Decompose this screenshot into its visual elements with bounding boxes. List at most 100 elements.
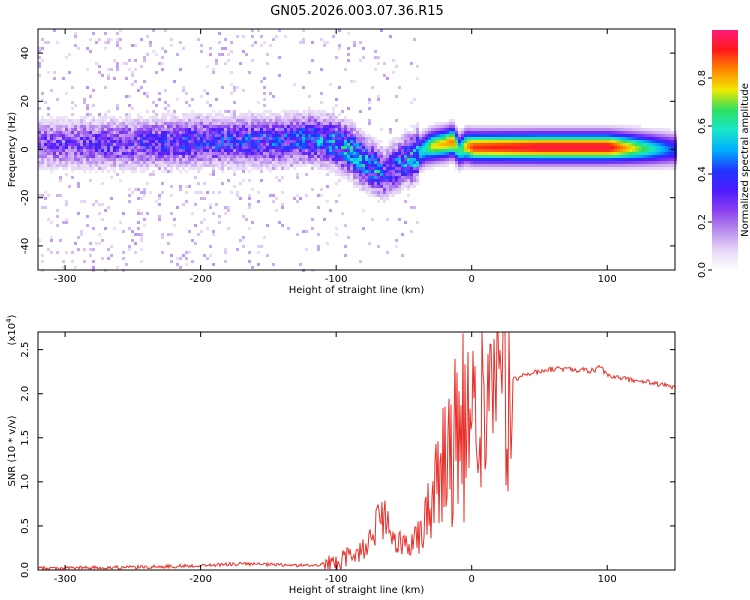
spectrogram-cell <box>179 188 182 191</box>
spectrogram-cell <box>158 152 161 155</box>
spectrogram-cell <box>431 155 434 158</box>
spectrogram-cell <box>209 206 212 209</box>
spectrogram-cell <box>47 143 50 146</box>
spectrogram-cell <box>221 140 224 143</box>
spectrogram-cell <box>305 116 308 119</box>
spectrogram-cell <box>131 230 134 233</box>
spectrogram-cell <box>434 152 437 155</box>
spectrogram-cell <box>461 158 464 161</box>
spectrogram-cell <box>221 149 224 152</box>
spectrogram-cell <box>587 158 590 161</box>
spectrogram-cell <box>350 155 353 158</box>
spectrogram-cell <box>68 119 71 122</box>
spectrogram-cell <box>227 209 230 212</box>
spectrogram-cell <box>50 164 53 167</box>
spectrogram-cell <box>542 134 545 137</box>
spectrogram-cell <box>161 116 164 119</box>
spectrogram-cell <box>122 143 125 146</box>
spectrogram-cell <box>203 137 206 140</box>
spectrogram-cell <box>467 134 470 137</box>
spectrogram-cell <box>260 146 263 149</box>
spectrogram-cell <box>500 149 503 152</box>
spectrogram-cell <box>314 119 317 122</box>
spectrogram-cell <box>188 161 191 164</box>
spectrogram-cell <box>419 170 422 173</box>
spectrogram-cell <box>227 140 230 143</box>
spectrogram-cell <box>80 116 83 119</box>
spectrogram-cell <box>227 53 230 56</box>
spectrogram-cell <box>434 134 437 137</box>
spectrogram-cell <box>302 146 305 149</box>
spectrogram-cell <box>413 182 416 185</box>
spectrogram-cell <box>134 59 137 62</box>
spectrogram-cell <box>137 140 140 143</box>
spectrogram-cell <box>311 134 314 137</box>
spectrogram-cell <box>422 140 425 143</box>
spectrogram-cell <box>659 128 662 131</box>
spectrogram-cell <box>365 188 368 191</box>
spectrogram-cell <box>365 146 368 149</box>
spectrogram-cell <box>206 101 209 104</box>
spectrogram-cell <box>497 128 500 131</box>
spectrogram-cell <box>374 50 377 53</box>
spectrogram-cell <box>605 143 608 146</box>
spectrogram-cell <box>350 125 353 128</box>
spectrogram-cell <box>260 155 263 158</box>
spectrogram-cell <box>575 134 578 137</box>
spectrogram-cell <box>656 143 659 146</box>
spectrogram-cell <box>374 143 377 146</box>
spectrogram-cell <box>278 221 281 224</box>
spectrogram-cell <box>629 146 632 149</box>
spectrogram-cell <box>155 143 158 146</box>
spectrogram-cell <box>545 128 548 131</box>
spectrogram-cell <box>170 122 173 125</box>
spectrogram-cell <box>230 50 233 53</box>
spectrogram-cell <box>395 167 398 170</box>
spectrogram-cell <box>128 194 131 197</box>
spectrogram-cell <box>455 155 458 158</box>
spectrogram-cell <box>605 167 608 170</box>
spectrogram-cell <box>185 116 188 119</box>
spectrogram-cell <box>209 122 212 125</box>
spectrogram-cell <box>398 185 401 188</box>
spectrogram-cell <box>332 161 335 164</box>
spectrogram-cell <box>356 173 359 176</box>
spectrogram-cell <box>398 86 401 89</box>
spectrogram-cell <box>413 137 416 140</box>
spectrogram-cell <box>563 167 566 170</box>
spectrogram-cell <box>110 119 113 122</box>
spectrogram-cell <box>101 149 104 152</box>
spectrogram-cell <box>185 155 188 158</box>
spectrogram-cell <box>398 182 401 185</box>
spectrogram-cell <box>605 140 608 143</box>
spectrogram-cell <box>209 134 212 137</box>
spectrogram-cell <box>353 173 356 176</box>
spectrogram-cell <box>668 143 671 146</box>
spectrogram-cell <box>44 131 47 134</box>
spectrogram-cell <box>569 164 572 167</box>
spectrogram-cell <box>146 152 149 155</box>
spectrogram-cell <box>125 143 128 146</box>
spectrogram-cell <box>248 152 251 155</box>
spectrogram-cell <box>611 155 614 158</box>
spectrogram-cell <box>335 56 338 59</box>
spectrogram-cell <box>281 158 284 161</box>
spectrogram-cell <box>311 41 314 44</box>
spectrogram-cell <box>59 164 62 167</box>
spectrogram-cell <box>575 143 578 146</box>
spectrogram-cell <box>638 125 641 128</box>
spectrogram-cell <box>449 143 452 146</box>
spectrogram-cell <box>305 161 308 164</box>
spectrogram-cell <box>368 134 371 137</box>
spectrogram-cell <box>602 143 605 146</box>
spectrogram-cell <box>407 137 410 140</box>
spectrogram-cell <box>494 137 497 140</box>
spectrogram-cell <box>263 122 266 125</box>
spectrogram-cell <box>80 161 83 164</box>
spectrogram-cell <box>548 149 551 152</box>
spectrogram-cell <box>197 143 200 146</box>
spectrogram-cell <box>92 116 95 119</box>
spectrogram-cell <box>413 158 416 161</box>
spectrogram-cell <box>134 122 137 125</box>
spectrogram-cell <box>182 47 185 50</box>
